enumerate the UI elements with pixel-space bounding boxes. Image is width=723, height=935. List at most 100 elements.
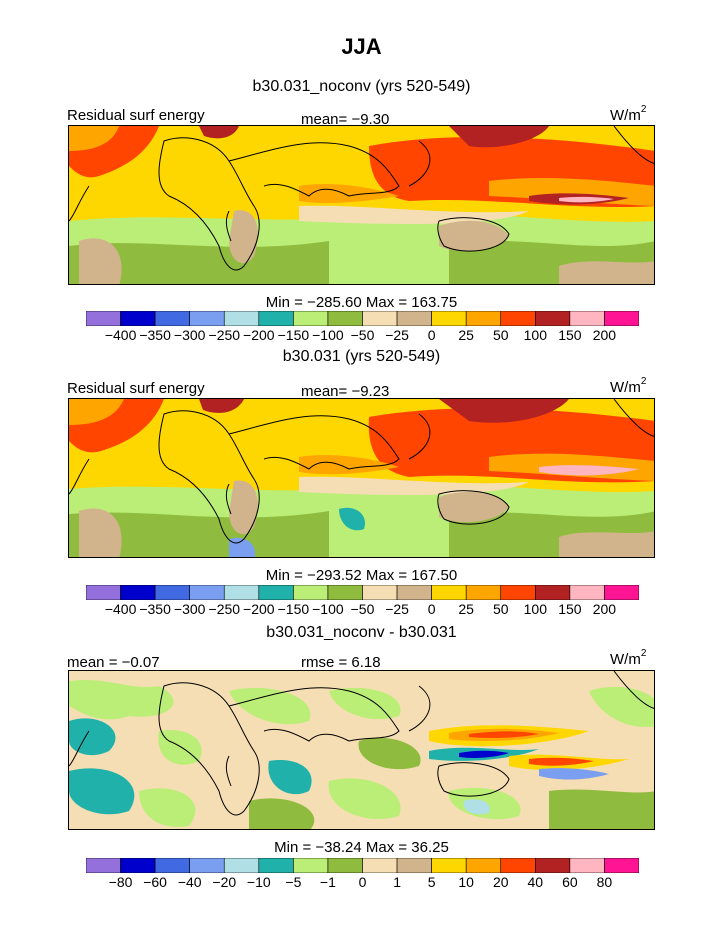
colorbar-tick-label: −25	[385, 327, 409, 343]
colorbar-swatch	[154, 311, 190, 326]
colorbar-tick-label: −25	[385, 601, 409, 617]
colorbar-tick-label: 50	[493, 601, 509, 617]
colorbar-tick-label: 60	[562, 874, 578, 890]
colorbar-tick-label: −50	[350, 327, 375, 343]
colorbar-tick-label: −5	[285, 874, 302, 890]
colorbar-swatch	[535, 858, 571, 873]
panel-1-mean-label: mean= −9.30	[301, 111, 390, 128]
panel-3-units: W/m2	[610, 648, 647, 668]
panel-1-colorbar-ticks: −400 −350 −300 −250 −200 −150 −100 −50 −25 0 25 50 1…	[86, 327, 639, 345]
colorbar-tick-label: −1	[319, 874, 336, 890]
colorbar-tick-label: −350	[139, 601, 171, 617]
panel-2-colorbar-ticks: −400 −350 −300 −250 −200 −150 −100 −50 −25 0 25 50 1…	[86, 601, 639, 619]
colorbar-swatch	[431, 585, 467, 600]
colorbar-tick-label: 10	[458, 874, 474, 890]
colorbar-swatch	[362, 585, 398, 600]
panel-3-rmse-label: rmse = 6.18	[301, 654, 381, 671]
panel-3-title: b30.031_noconv - b30.031	[266, 624, 457, 641]
colorbar-swatch	[86, 858, 121, 873]
colorbar-swatch	[258, 311, 294, 326]
colorbar-tick-label: 200	[592, 327, 617, 343]
panel-3-colorbar-ticks: −80 −60 −40 −20 −10 −5 −1 0 1 5 10 20 40 60 80	[86, 874, 639, 892]
colorbar-tick-label: −100	[312, 327, 344, 343]
colorbar-swatch	[396, 585, 432, 600]
colorbar-tick-label: 200	[592, 601, 617, 617]
colorbar-swatch	[86, 311, 121, 326]
colorbar-tick-label: −150	[277, 601, 310, 617]
colorbar-tick-label: 5	[427, 874, 436, 890]
colorbar-swatch	[465, 311, 502, 326]
colorbar-swatch	[362, 858, 398, 873]
colorbar-swatch	[604, 585, 639, 600]
panel-1-variable-label: Residual surf energy	[67, 107, 205, 124]
colorbar-tick-label: 25	[458, 601, 474, 617]
colorbar-swatch	[604, 311, 639, 326]
colorbar-tick-label: −50	[350, 601, 375, 617]
panel-2-colorbar-svg	[86, 585, 639, 600]
colorbar-swatch	[396, 311, 432, 326]
colorbar-swatch	[189, 858, 225, 873]
colorbar-swatch	[154, 585, 190, 600]
colorbar-tick-label: 0	[358, 874, 367, 890]
panel-1-minmax: Min = −285.60 Max = 163.75	[265, 294, 458, 311]
colorbar-tick-label: −250	[208, 327, 241, 343]
colorbar-tick-label: 40	[527, 874, 544, 890]
colorbar-swatch	[535, 585, 571, 600]
colorbar-swatch	[569, 311, 605, 326]
colorbar-tick-label: −350	[139, 327, 171, 343]
panel-2-colorbar	[86, 585, 639, 600]
colorbar-tick-label: 25	[458, 327, 474, 343]
panel-3-map	[68, 670, 655, 830]
colorbar-tick-label: 0	[427, 327, 436, 343]
panel-1-colorbar-svg	[86, 311, 639, 326]
colorbar-tick-label: −300	[173, 601, 206, 617]
colorbar-swatch	[431, 858, 467, 873]
colorbar-swatch	[258, 858, 294, 873]
colorbar-tick-label: −200	[243, 601, 275, 617]
panel-1-map-svg	[69, 126, 654, 284]
colorbar-swatch	[120, 585, 156, 600]
colorbar-swatch	[223, 858, 260, 873]
colorbar-tick-label: 1	[393, 874, 401, 890]
colorbar-swatch	[327, 311, 363, 326]
panel-2-map	[68, 398, 655, 558]
colorbar-tick-label: −80	[108, 874, 133, 890]
colorbar-tick-label: 100	[523, 601, 547, 617]
colorbar-swatch	[396, 858, 432, 873]
colorbar-tick-label: −20	[212, 874, 237, 890]
colorbar-tick-label: 150	[558, 601, 582, 617]
colorbar-swatch	[535, 311, 571, 326]
colorbar-tick-label: −150	[277, 327, 310, 343]
colorbar-swatch	[569, 858, 605, 873]
page-title: JJA	[341, 34, 382, 59]
colorbar-swatch	[465, 858, 502, 873]
colorbar-tick-label: −10	[246, 874, 271, 890]
panel-2-units: W/m2	[610, 376, 647, 396]
colorbar-swatch	[120, 858, 156, 873]
colorbar-swatch	[293, 311, 329, 326]
colorbar-swatch	[154, 858, 190, 873]
colorbar-swatch	[327, 858, 363, 873]
colorbar-swatch	[223, 585, 260, 600]
colorbar-tick-label: −400	[104, 327, 137, 343]
colorbar-tick-label: −200	[243, 327, 275, 343]
colorbar-swatch	[189, 585, 225, 600]
colorbar-swatch	[500, 858, 536, 873]
panel-2-variable-label: Residual surf energy	[67, 380, 205, 397]
colorbar-swatch	[431, 311, 467, 326]
colorbar-swatch	[258, 585, 294, 600]
colorbar-tick-label: −40	[177, 874, 202, 890]
colorbar-swatch	[604, 858, 639, 873]
colorbar-swatch	[327, 585, 363, 600]
panel-1-colorbar	[86, 311, 639, 326]
colorbar-tick-label: 20	[493, 874, 509, 890]
colorbar-tick-label: −100	[312, 601, 344, 617]
colorbar-tick-label: 50	[493, 327, 509, 343]
colorbar-swatch	[500, 585, 536, 600]
colorbar-swatch	[189, 311, 225, 326]
panel-3-minmax: Min = −38.24 Max = 36.25	[274, 839, 449, 856]
colorbar-swatch	[465, 585, 502, 600]
colorbar-tick-label: 100	[523, 327, 547, 343]
colorbar-tick-label: 0	[427, 601, 436, 617]
colorbar-swatch	[569, 585, 605, 600]
